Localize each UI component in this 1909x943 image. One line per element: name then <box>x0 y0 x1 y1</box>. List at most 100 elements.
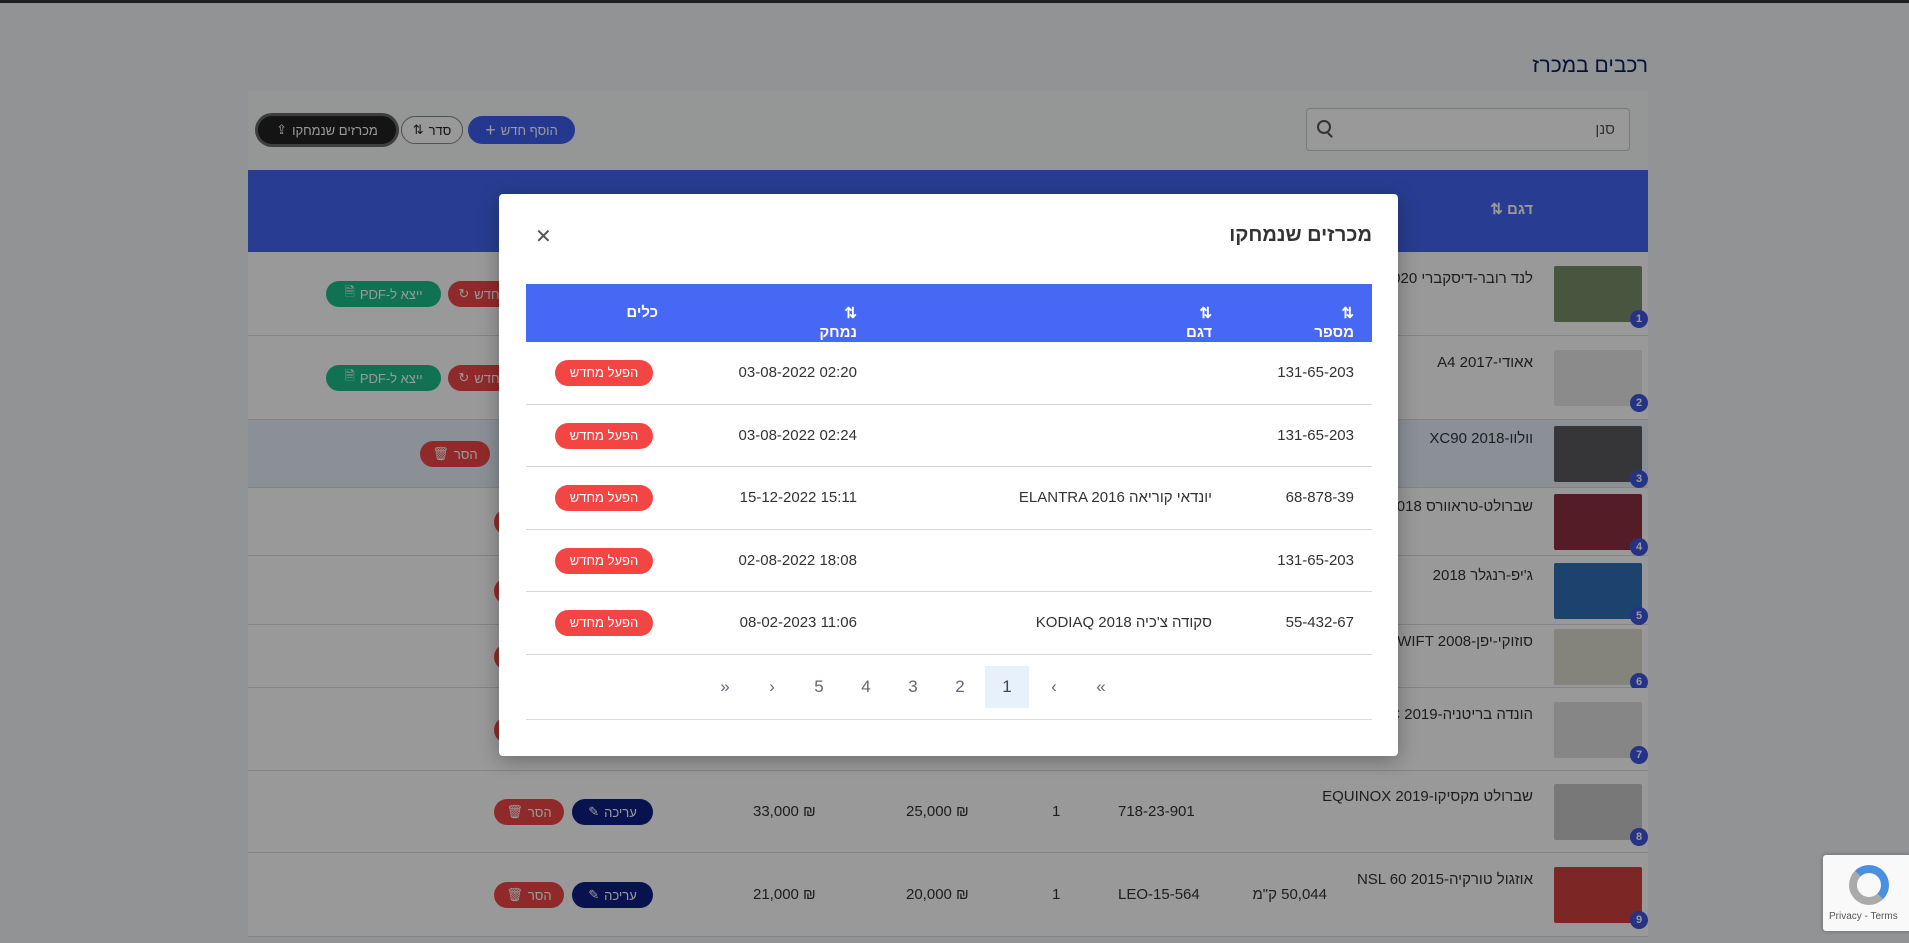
page-2-button[interactable]: 2 <box>955 677 965 696</box>
recaptcha-text: Privacy - Terms <box>1829 911 1898 922</box>
price-value: ₪ 21,000 <box>753 886 816 903</box>
car-thumbnail[interactable] <box>1554 628 1642 685</box>
deleted-date: 11:06 08-02-2023 <box>739 614 857 631</box>
restore-button[interactable]: הפעל מחדש <box>555 610 653 636</box>
close-icon[interactable]: ✕ <box>535 226 552 248</box>
car-model: וולוו-XC90 2018 <box>1429 430 1533 447</box>
car-thumbnail[interactable] <box>1554 867 1642 923</box>
plate-value: 131-65-203 <box>1277 426 1354 444</box>
car-model: שברולט מקסיקו-EQUINOX 2019 <box>1322 788 1533 805</box>
deleted-row: 68-878-39 יונדאי קוריאה ELANTRA 2016 15:… <box>526 467 1372 530</box>
prev-page-button[interactable]: ‹ <box>1051 677 1057 696</box>
plate-value: 68-878-39 <box>1285 489 1354 506</box>
car-thumbnail[interactable] <box>1554 701 1642 758</box>
row-number-badge: 1 <box>1630 310 1648 328</box>
search-input[interactable]: סנן <box>1306 108 1630 151</box>
upload-icon: ⇪ <box>276 122 288 137</box>
restore-button[interactable]: הפעל מחדש <box>555 360 653 386</box>
pdf-icon: 🗎 <box>344 284 355 299</box>
search-placeholder: סנן <box>1595 121 1615 138</box>
table-row: 9 אוזגול טורקיה-NSL 60 2015 50,044 ק"מ LEO… <box>248 853 1648 937</box>
row-number-badge: 7 <box>1630 745 1648 764</box>
car-thumbnail[interactable] <box>1554 426 1642 482</box>
deleted-tenders-button[interactable]: מכרזים שנמחקו ⇪ <box>258 116 396 144</box>
row-number-badge: 6 <box>1630 672 1648 691</box>
column-header-model[interactable]: דגם ⇅ <box>1186 305 1212 341</box>
remove-button[interactable]: הסר 🗑 <box>420 441 490 467</box>
next-page-button[interactable]: › <box>769 677 775 696</box>
top-bar <box>0 0 1909 3</box>
plate-value: 131-65-203 <box>1277 364 1354 381</box>
row-number-badge: 2 <box>1630 394 1648 412</box>
count-value: 1 <box>1052 803 1061 820</box>
price-value: ₪ 25,000 <box>906 803 969 820</box>
table-row: 8 שברולט מקסיקו-EQUINOX 2019 718-23-901 1 ₪… <box>248 771 1648 853</box>
modal-title: מכרזים שנמחקו <box>1229 224 1372 246</box>
deleted-row: 131-65-203 02:20 03-08-2022 הפעל מחדש <box>526 342 1372 405</box>
plate-value: 55-432-67 <box>1285 614 1354 631</box>
remove-button[interactable]: הסר 🗑 <box>494 882 564 908</box>
plus-icon: + <box>485 119 496 140</box>
deleted-row: 131-65-203 02:24 03-08-2022 הפעל מחדש <box>526 405 1372 467</box>
pencil-icon: ✎ <box>588 887 600 902</box>
edit-button[interactable]: עריכה ✎ <box>572 882 653 908</box>
export-pdf-button[interactable]: ייצא ל-PDF 🗎 <box>326 365 441 391</box>
button-label: הסר <box>527 887 552 903</box>
page-4-button[interactable]: 4 <box>861 677 871 696</box>
button-label: ייצא ל-PDF <box>359 286 423 302</box>
plate-value: LEO-15-564 <box>1118 886 1200 903</box>
button-label: הסר <box>453 446 478 462</box>
refresh-icon: ↻ <box>458 370 470 385</box>
car-model: ג'יפ-רנגלר 2018 <box>1432 566 1533 584</box>
deleted-label: מכרזים שנמחקו <box>292 122 378 138</box>
add-new-button[interactable]: הוסף חדש + <box>468 116 575 144</box>
trash-icon: 🗑 <box>506 887 523 902</box>
edit-button[interactable]: עריכה ✎ <box>572 799 653 825</box>
restore-button[interactable]: הפעל מחדש <box>555 485 653 511</box>
row-number-badge: 8 <box>1630 828 1648 846</box>
car-thumbnail[interactable] <box>1554 494 1642 550</box>
restore-button[interactable]: הפעל מחדש <box>555 547 653 574</box>
deleted-row: 131-65-203 18:08 02-08-2022 הפעל מחדש <box>526 530 1372 592</box>
car-thumbnail[interactable] <box>1554 562 1642 619</box>
add-label: הוסף חדש <box>500 122 558 138</box>
plate-value: 131-65-203 <box>1277 551 1354 569</box>
car-thumbnail[interactable] <box>1554 266 1642 322</box>
restore-button[interactable]: הפעל מחדש <box>555 422 653 449</box>
button-label: עריכה <box>604 887 637 903</box>
export-pdf-button[interactable]: ייצא ל-PDF 🗎 <box>326 281 441 307</box>
deleted-tenders-modal: מכרזים שנמחקו ✕ מספר רכב ⇅ דגם ⇅ נמחק ⇅ … <box>499 194 1398 756</box>
deleted-table: מספר רכב ⇅ דגם ⇅ נמחק ⇅ כלים 131-65-203 … <box>526 284 1372 655</box>
car-thumbnail[interactable] <box>1554 784 1642 840</box>
column-header-deleted[interactable]: נמחק ⇅ <box>819 305 857 341</box>
page-1-button[interactable]: 1 <box>985 666 1029 708</box>
first-page-button[interactable]: « <box>1096 677 1106 696</box>
sort-icon: ⇅ <box>412 122 424 137</box>
car-thumbnail[interactable] <box>1554 350 1642 406</box>
column-header-model[interactable]: דגם ⇅ <box>1490 201 1533 218</box>
column-header-tools: כלים <box>626 304 658 321</box>
sort-button[interactable]: סדר ⇅ <box>401 116 463 144</box>
recaptcha-badge[interactable]: Privacy - Terms <box>1823 855 1909 931</box>
deleted-date: 18:08 02-08-2022 <box>738 551 857 569</box>
remove-button[interactable]: הסר 🗑 <box>494 799 564 825</box>
row-number-badge: 4 <box>1630 538 1648 556</box>
button-label: הסר <box>527 804 552 820</box>
header-label: מספר רכב <box>1314 324 1354 358</box>
model-value: סקודה צ'כיה KODIAQ 2018 <box>1035 614 1212 631</box>
button-label: עריכה <box>604 804 637 820</box>
button-label: ייצא ל-PDF <box>359 370 423 386</box>
page-3-button[interactable]: 3 <box>908 677 918 696</box>
column-header-plate[interactable]: מספר רכב ⇅ <box>1314 305 1354 358</box>
deleted-row: 55-432-67 סקודה צ'כיה KODIAQ 2018 11:06 … <box>526 592 1372 655</box>
model-value: יונדאי קוריאה ELANTRA 2016 <box>1018 489 1212 506</box>
header-label: דגם <box>1507 201 1533 218</box>
deleted-date: 02:20 03-08-2022 <box>738 364 857 381</box>
car-model: אוזגול טורקיה-NSL 60 2015 <box>1356 871 1533 888</box>
deleted-date: 02:24 03-08-2022 <box>738 426 857 444</box>
page-5-button[interactable]: 5 <box>814 677 824 696</box>
sort-label: סדר <box>428 122 452 138</box>
price-value: ₪ 20,000 <box>906 886 969 903</box>
last-page-button[interactable]: » <box>720 677 730 696</box>
row-number-badge: 5 <box>1630 606 1648 625</box>
